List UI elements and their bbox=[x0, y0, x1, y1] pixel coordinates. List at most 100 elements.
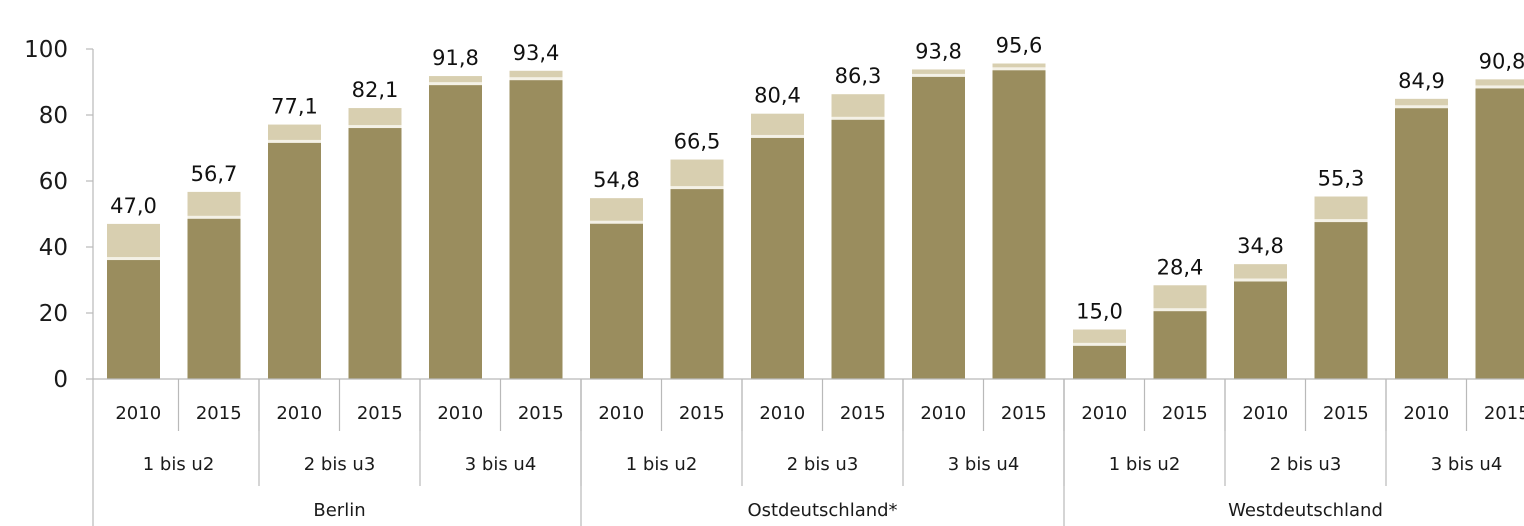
bar-base-segment bbox=[1234, 280, 1287, 379]
bar-value-label: 15,0 bbox=[1076, 300, 1123, 324]
bar-segment-divider bbox=[831, 116, 885, 120]
bar-top-segment bbox=[107, 223, 160, 259]
x-year-label: 2010 bbox=[1081, 403, 1127, 424]
bar-base-segment bbox=[912, 75, 965, 380]
bar-value-label: 47,0 bbox=[110, 194, 157, 218]
bar-base-segment bbox=[590, 222, 643, 379]
bar-top-segment bbox=[509, 70, 563, 79]
bar-value-label: 28,4 bbox=[1157, 255, 1204, 279]
bar-base-segment bbox=[751, 136, 804, 379]
bar-segment-divider bbox=[107, 257, 160, 261]
x-year-label: 2015 bbox=[1162, 403, 1208, 424]
bar-segment-divider bbox=[187, 215, 241, 219]
bar-top-segment bbox=[348, 108, 402, 127]
x-year-label: 2015 bbox=[357, 403, 403, 424]
bar-value-label: 66,5 bbox=[674, 130, 721, 154]
bar-top-segment bbox=[590, 198, 643, 223]
x-year-label: 2010 bbox=[437, 403, 483, 424]
bar-top-segment bbox=[670, 159, 724, 188]
bar-value-label: 77,1 bbox=[271, 95, 318, 119]
bar-value-label: 80,4 bbox=[754, 84, 801, 108]
x-year-label: 2010 bbox=[1242, 403, 1288, 424]
bar-base-segment bbox=[1475, 86, 1524, 379]
x-year-label: 2010 bbox=[115, 403, 161, 424]
y-tick-label: 40 bbox=[39, 235, 68, 261]
bar-value-label: 55,3 bbox=[1318, 167, 1365, 191]
bar-value-label: 90,8 bbox=[1479, 49, 1524, 73]
y-tick-label: 0 bbox=[53, 367, 68, 393]
x-year-label: 2015 bbox=[1484, 403, 1524, 424]
bar-value-label: 95,6 bbox=[996, 34, 1043, 58]
bar-top-segment bbox=[187, 191, 241, 218]
bar-value-label: 84,9 bbox=[1398, 69, 1445, 93]
bar-value-label: 91,8 bbox=[432, 46, 479, 70]
y-tick-label: 100 bbox=[24, 37, 68, 63]
bar-base-segment bbox=[1073, 344, 1126, 379]
bar-top-segment bbox=[268, 124, 321, 142]
bar-top-segment bbox=[992, 63, 1046, 69]
bar-top-segment bbox=[1475, 79, 1524, 87]
bar-base-segment bbox=[670, 187, 724, 379]
x-age-group-label: 2 bis u3 bbox=[1270, 454, 1342, 475]
x-year-label: 2010 bbox=[598, 403, 644, 424]
bar-segment-divider bbox=[1073, 342, 1126, 346]
bar-value-label: 86,3 bbox=[835, 64, 882, 88]
bar-segment-divider bbox=[1153, 308, 1207, 312]
x-year-label: 2015 bbox=[679, 403, 725, 424]
x-age-group-label: 1 bis u2 bbox=[143, 454, 215, 475]
bar-base-segment bbox=[348, 126, 402, 379]
bar-segment-divider bbox=[268, 139, 321, 143]
x-year-label: 2010 bbox=[276, 403, 322, 424]
x-year-label: 2015 bbox=[518, 403, 564, 424]
bar-top-segment bbox=[751, 113, 804, 137]
bar-base-segment bbox=[1153, 309, 1207, 379]
x-age-group-label: 3 bis u4 bbox=[465, 454, 537, 475]
x-age-group-label: 1 bis u2 bbox=[626, 454, 698, 475]
bar-segment-divider bbox=[751, 134, 804, 138]
y-tick-label: 20 bbox=[39, 301, 68, 327]
bar-value-label: 34,8 bbox=[1237, 234, 1284, 258]
x-year-label: 2015 bbox=[196, 403, 242, 424]
bar-segment-divider bbox=[429, 82, 482, 86]
bar-base-segment bbox=[107, 258, 160, 379]
data-labels: 47,0 56,7 77,1 82,1 91,8 93,4 54,8 66,5 80,4 86,3… bbox=[110, 34, 1524, 324]
x-age-group-label: 2 bis u3 bbox=[787, 454, 859, 475]
x-axis: 2010 2015 2010 2015 2010 2015 2010 2015 2010 2015… bbox=[92, 378, 1524, 526]
bar-value-label: 93,4 bbox=[513, 41, 560, 65]
bar-segment-divider bbox=[670, 186, 724, 190]
x-year-label: 2015 bbox=[840, 403, 886, 424]
bar-segment-divider bbox=[1234, 278, 1287, 282]
bar-top-segment bbox=[1395, 98, 1448, 107]
x-year-label: 2015 bbox=[1001, 403, 1047, 424]
bar-base-segment bbox=[1314, 220, 1368, 379]
bar-base-segment bbox=[992, 68, 1046, 380]
bar-base-segment bbox=[509, 78, 563, 379]
bar-segment-divider bbox=[348, 125, 402, 129]
bar-value-label: 54,8 bbox=[593, 168, 640, 192]
x-year-label: 2010 bbox=[1403, 403, 1449, 424]
x-region-label: Westdeutschland bbox=[1228, 500, 1383, 521]
x-year-label: 2015 bbox=[1323, 403, 1369, 424]
bar-base-segment bbox=[831, 118, 885, 380]
y-tick-label: 60 bbox=[39, 169, 68, 195]
bar-top-segment bbox=[1073, 329, 1126, 345]
bar-segment-divider bbox=[912, 73, 965, 77]
x-year-label: 2010 bbox=[759, 403, 805, 424]
bars bbox=[107, 63, 1524, 380]
bar-top-segment bbox=[429, 76, 482, 84]
bar-value-label: 93,8 bbox=[915, 39, 962, 63]
x-region-label: Berlin bbox=[313, 500, 365, 521]
x-age-group-label: 3 bis u4 bbox=[948, 454, 1020, 475]
bar-base-segment bbox=[268, 141, 321, 379]
bar-base-segment bbox=[187, 217, 241, 379]
bar-base-segment bbox=[429, 83, 482, 380]
bar-segment-divider bbox=[992, 67, 1046, 71]
bar-value-label: 82,1 bbox=[352, 78, 399, 102]
bar-top-segment bbox=[1234, 264, 1287, 280]
bar-segment-divider bbox=[509, 77, 563, 81]
bar-top-segment bbox=[831, 94, 885, 119]
x-year-label: 2010 bbox=[920, 403, 966, 424]
y-tick-label: 80 bbox=[39, 103, 68, 129]
bar-top-segment bbox=[1314, 196, 1368, 221]
